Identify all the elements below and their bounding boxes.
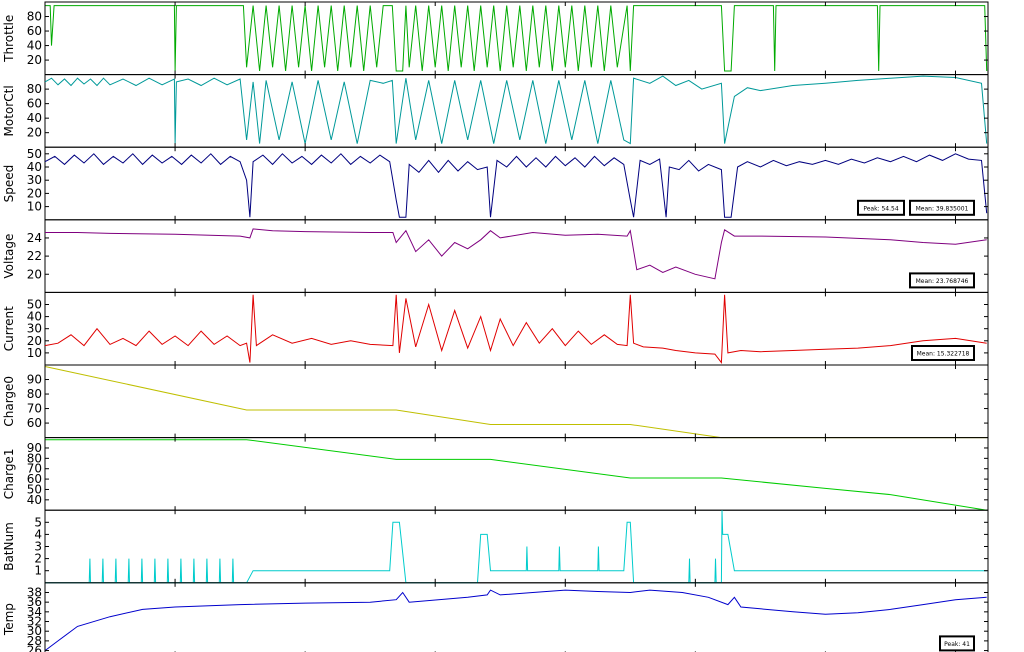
series-line-throttle <box>45 5 988 72</box>
ylabel-temp: Temp <box>2 603 16 636</box>
ytick-label-temp: 38 <box>27 585 42 599</box>
panel-frame-charge0 <box>44 364 989 439</box>
series-line-voltage <box>45 228 987 280</box>
annotation-box-temp <box>939 635 975 652</box>
ytick-label-charge1: 80 <box>27 451 42 465</box>
ytick-label-batnum: 5 <box>34 515 42 529</box>
ylabel-speed: Speed <box>2 165 16 203</box>
ytick-label-current: 50 <box>27 298 42 312</box>
series-line-charge1 <box>45 439 987 511</box>
ylabel-charge1: Charge1 <box>2 449 16 500</box>
ytick-label-current: 10 <box>27 346 42 360</box>
panel-voltage: 20 22 24 Voltage Mean: 23.768746 <box>2 219 989 293</box>
ytick-label-charge1: 90 <box>27 441 42 455</box>
ytick-label-charge0: 70 <box>27 402 42 416</box>
annotation-text-speed: Peak: 54.54 <box>863 205 899 212</box>
ytick-label-batnum: 4 <box>34 527 42 541</box>
ytick-label-voltage: 24 <box>27 231 42 245</box>
panel-frame-batnum <box>44 509 989 584</box>
ytick-label-speed: 50 <box>27 147 42 161</box>
ytick-label-charge0: 80 <box>27 387 42 401</box>
ytick-label-batnum: 2 <box>34 552 42 566</box>
ylabel-motorctl: MotorCtl <box>2 85 16 136</box>
ytick-label-charge0: 60 <box>27 416 42 430</box>
ylabel-charge0: Charge0 <box>2 376 16 427</box>
ytick-label-speed: 40 <box>27 160 42 174</box>
series-line-charge0 <box>44 366 987 439</box>
ytick-label-current: 30 <box>27 322 42 336</box>
annotation-box-speed <box>909 199 975 216</box>
series-line-speed <box>44 153 988 218</box>
ytick-label-temp: 30 <box>27 624 42 638</box>
ylabel-throttle: Throttle <box>2 15 16 63</box>
annotation-text-temp: Peak: 41 <box>944 641 970 648</box>
ylabel-voltage: Voltage <box>2 234 16 279</box>
ytick-label-throttle: 60 <box>27 24 42 38</box>
ytick-label-speed: 10 <box>27 200 42 214</box>
series-line-batnum <box>45 510 987 584</box>
ytick-label-batnum: 3 <box>34 540 42 554</box>
ytick-label-charge1: 60 <box>27 472 42 486</box>
ytick-label-charge1: 70 <box>27 462 42 476</box>
panel-frame-temp <box>44 582 989 652</box>
series-line-current <box>44 294 987 364</box>
ytick-label-motorctl: 20 <box>27 126 42 140</box>
annotation-text-speed: Mean: 39.835001 <box>916 205 969 212</box>
panel-frame-charge1 <box>44 437 989 511</box>
ytick-label-throttle: 40 <box>27 39 42 53</box>
ytick-label-throttle: 80 <box>27 10 42 24</box>
ytick-label-charge1: 40 <box>27 493 42 507</box>
ytick-label-temp: 26 <box>27 644 42 652</box>
ytick-label-charge0: 90 <box>27 373 42 387</box>
ytick-label-speed: 20 <box>27 186 42 200</box>
annotation-box-current <box>911 345 975 361</box>
annotation-box-speed <box>857 199 905 216</box>
annotation-box-voltage <box>909 272 975 289</box>
panel-frame-motorctl <box>44 74 989 148</box>
panel-frame-voltage <box>44 219 989 293</box>
ytick-label-motorctl: 60 <box>27 97 42 111</box>
ytick-label-motorctl: 40 <box>27 111 42 125</box>
ytick-label-temp: 32 <box>27 615 42 629</box>
ytick-label-throttle: 20 <box>27 53 42 67</box>
ytick-label-charge1: 50 <box>27 482 42 496</box>
ylabel-batnum: BatNum <box>2 522 16 571</box>
panel-frame-speed <box>44 146 989 221</box>
ytick-label-temp: 36 <box>27 595 42 609</box>
annotation-text-voltage: Mean: 23.768746 <box>916 278 969 285</box>
series-line-motorctl <box>44 75 988 145</box>
panel-frame-current <box>44 291 989 366</box>
ytick-label-current: 20 <box>27 334 42 348</box>
ytick-label-voltage: 22 <box>27 249 42 263</box>
ytick-label-voltage: 20 <box>27 267 42 281</box>
ytick-label-motorctl: 80 <box>27 82 42 96</box>
ytick-label-current: 40 <box>27 310 42 324</box>
ytick-label-temp: 28 <box>27 634 42 648</box>
ytick-label-temp: 34 <box>27 605 42 619</box>
ytick-label-batnum: 1 <box>34 564 42 578</box>
series-line-temp <box>44 589 987 652</box>
ytick-label-speed: 30 <box>27 173 42 187</box>
ylabel-current: Current <box>2 306 16 351</box>
annotation-text-current: Mean: 15.322718 <box>917 351 970 358</box>
